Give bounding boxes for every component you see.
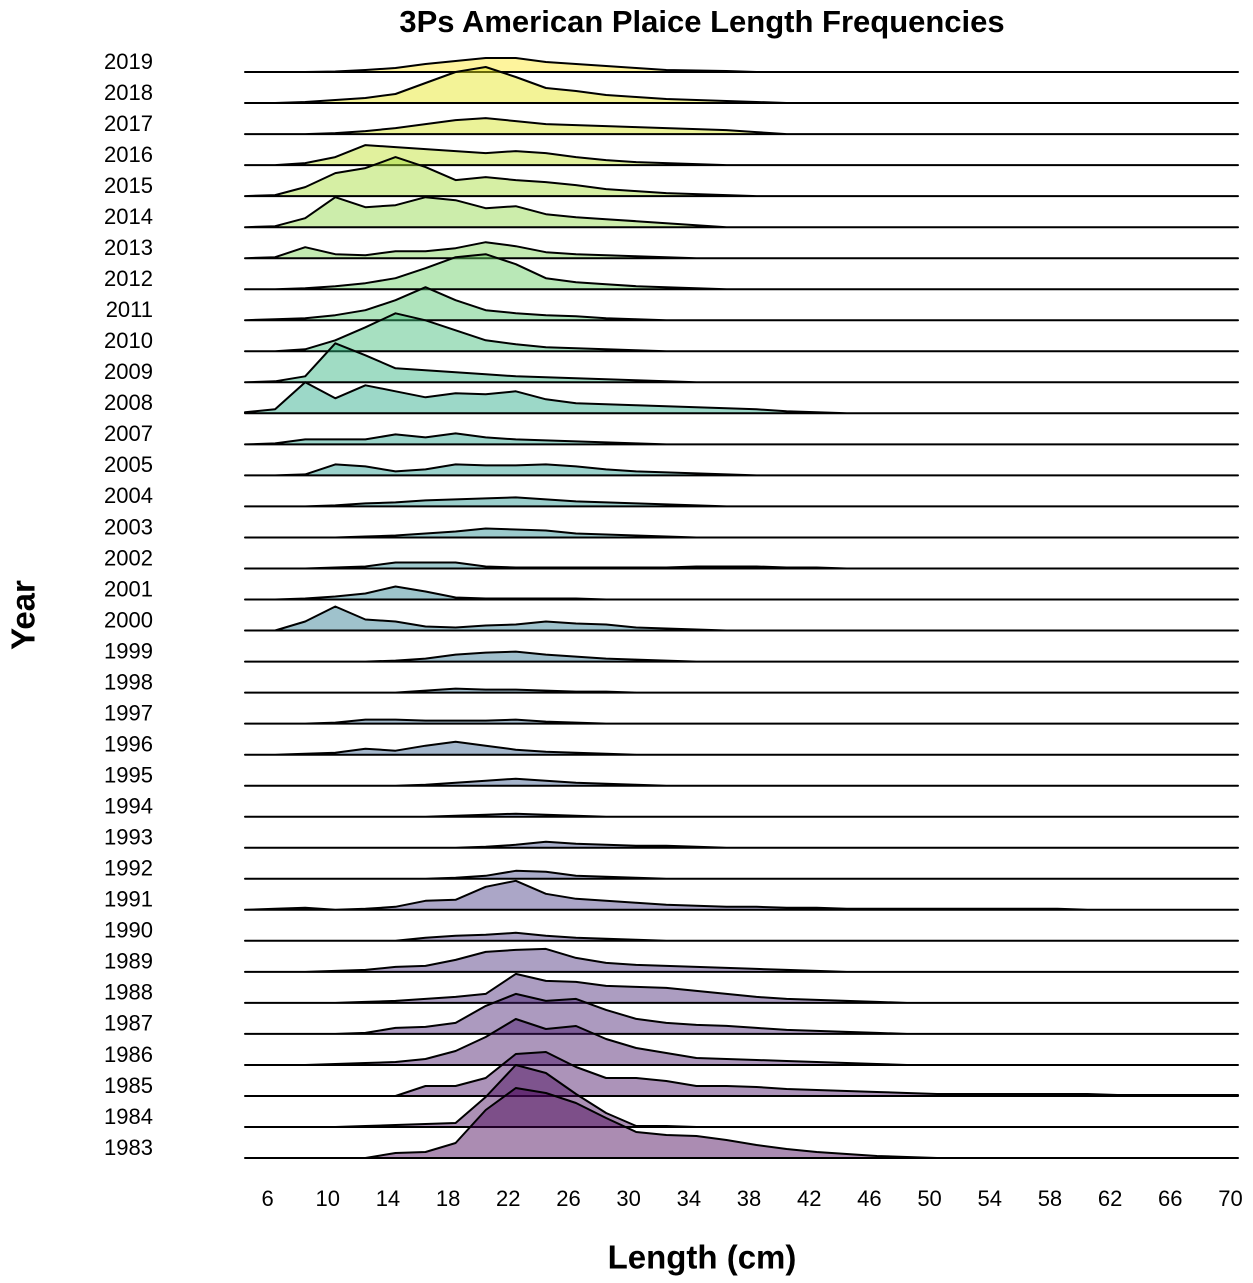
ridge bbox=[244, 463, 1239, 477]
ridge bbox=[244, 605, 1239, 632]
ridge bbox=[244, 144, 1239, 167]
ridge bbox=[244, 840, 1239, 849]
year-label: 2008 bbox=[104, 390, 153, 415]
year-label: 2007 bbox=[104, 421, 153, 446]
year-label: 1996 bbox=[104, 731, 153, 756]
x-tick-label: 42 bbox=[797, 1186, 821, 1211]
year-label: 1994 bbox=[104, 794, 153, 819]
ridge bbox=[244, 496, 1239, 508]
ridge bbox=[244, 253, 1239, 291]
x-tick-label: 6 bbox=[261, 1186, 273, 1211]
x-tick-label: 34 bbox=[677, 1186, 701, 1211]
chart-title: 3Ps American Plaice Length Frequencies bbox=[399, 4, 1004, 39]
year-label: 1988 bbox=[104, 980, 153, 1005]
ridge bbox=[244, 561, 1239, 570]
year-label: 1985 bbox=[104, 1073, 153, 1098]
ridge bbox=[244, 740, 1239, 756]
ridge bbox=[244, 156, 1239, 198]
ridge bbox=[244, 432, 1239, 446]
year-label: 1998 bbox=[104, 669, 153, 694]
ridge bbox=[244, 196, 1239, 229]
year-label: 2003 bbox=[104, 514, 153, 539]
ridge bbox=[244, 947, 1239, 973]
ridge bbox=[244, 342, 1239, 384]
year-label: 2010 bbox=[104, 328, 153, 353]
year-label: 2019 bbox=[104, 49, 153, 74]
ridge bbox=[244, 992, 1239, 1035]
x-tick-label: 46 bbox=[857, 1186, 881, 1211]
year-label: 1992 bbox=[104, 856, 153, 881]
year-label: 2009 bbox=[104, 359, 153, 384]
ridge bbox=[244, 286, 1239, 322]
year-label: 1983 bbox=[104, 1135, 153, 1160]
x-tick-label: 18 bbox=[436, 1186, 460, 1211]
year-label: 1984 bbox=[104, 1104, 153, 1129]
year-label: 2004 bbox=[104, 483, 153, 508]
ridge bbox=[244, 869, 1239, 880]
year-label: 1986 bbox=[104, 1042, 153, 1067]
ridge bbox=[244, 879, 1239, 911]
year-label: 2016 bbox=[104, 142, 153, 167]
ridge bbox=[244, 381, 1239, 415]
ridge bbox=[244, 718, 1239, 725]
x-tick-label: 14 bbox=[376, 1186, 400, 1211]
ridge bbox=[244, 972, 1239, 1004]
year-label: 2000 bbox=[104, 607, 153, 632]
x-tick-label: 50 bbox=[917, 1186, 941, 1211]
ridge bbox=[244, 650, 1239, 663]
year-label: 2013 bbox=[104, 235, 153, 260]
year-label: 1995 bbox=[104, 763, 153, 788]
ridge bbox=[244, 527, 1239, 539]
x-tick-label: 38 bbox=[737, 1186, 761, 1211]
year-label: 2015 bbox=[104, 173, 153, 198]
year-label: 1990 bbox=[104, 918, 153, 943]
x-tick-label: 62 bbox=[1098, 1186, 1122, 1211]
ridge bbox=[244, 585, 1239, 601]
x-tick-label: 22 bbox=[496, 1186, 520, 1211]
ridge bbox=[244, 241, 1239, 260]
x-tick-label: 26 bbox=[556, 1186, 580, 1211]
year-label: 2014 bbox=[104, 204, 153, 229]
ridge bbox=[244, 1087, 1239, 1159]
year-label: 2002 bbox=[104, 545, 153, 570]
year-label: 2018 bbox=[104, 80, 153, 105]
ridge bbox=[244, 117, 1239, 136]
year-label: 2012 bbox=[104, 266, 153, 291]
ridge bbox=[244, 1051, 1239, 1097]
x-tick-label: 58 bbox=[1038, 1186, 1062, 1211]
ridge bbox=[244, 931, 1239, 942]
ridge bbox=[244, 1018, 1239, 1066]
x-tick-label: 30 bbox=[616, 1186, 640, 1211]
year-label: 1997 bbox=[104, 700, 153, 725]
year-label: 1991 bbox=[104, 887, 153, 912]
ridge bbox=[244, 1064, 1239, 1128]
x-tick-label: 54 bbox=[978, 1186, 1002, 1211]
year-label: 2005 bbox=[104, 452, 153, 477]
y-axis-title: Year bbox=[5, 580, 42, 650]
ridge bbox=[244, 312, 1239, 353]
year-label: 1993 bbox=[104, 825, 153, 850]
year-label: 1989 bbox=[104, 949, 153, 974]
ridge bbox=[244, 687, 1239, 694]
x-tick-label: 10 bbox=[316, 1186, 340, 1211]
year-label: 2001 bbox=[104, 576, 153, 601]
ridge bbox=[244, 812, 1239, 818]
ridge bbox=[244, 777, 1239, 787]
year-label: 1999 bbox=[104, 638, 153, 663]
ridge bbox=[244, 66, 1239, 104]
x-axis-title: Length (cm) bbox=[608, 1239, 797, 1276]
x-tick-label: 66 bbox=[1158, 1186, 1182, 1211]
x-tick-label: 70 bbox=[1218, 1186, 1242, 1211]
year-label: 2017 bbox=[104, 111, 153, 136]
year-label: 2011 bbox=[106, 297, 153, 322]
year-label: 1987 bbox=[104, 1011, 153, 1036]
